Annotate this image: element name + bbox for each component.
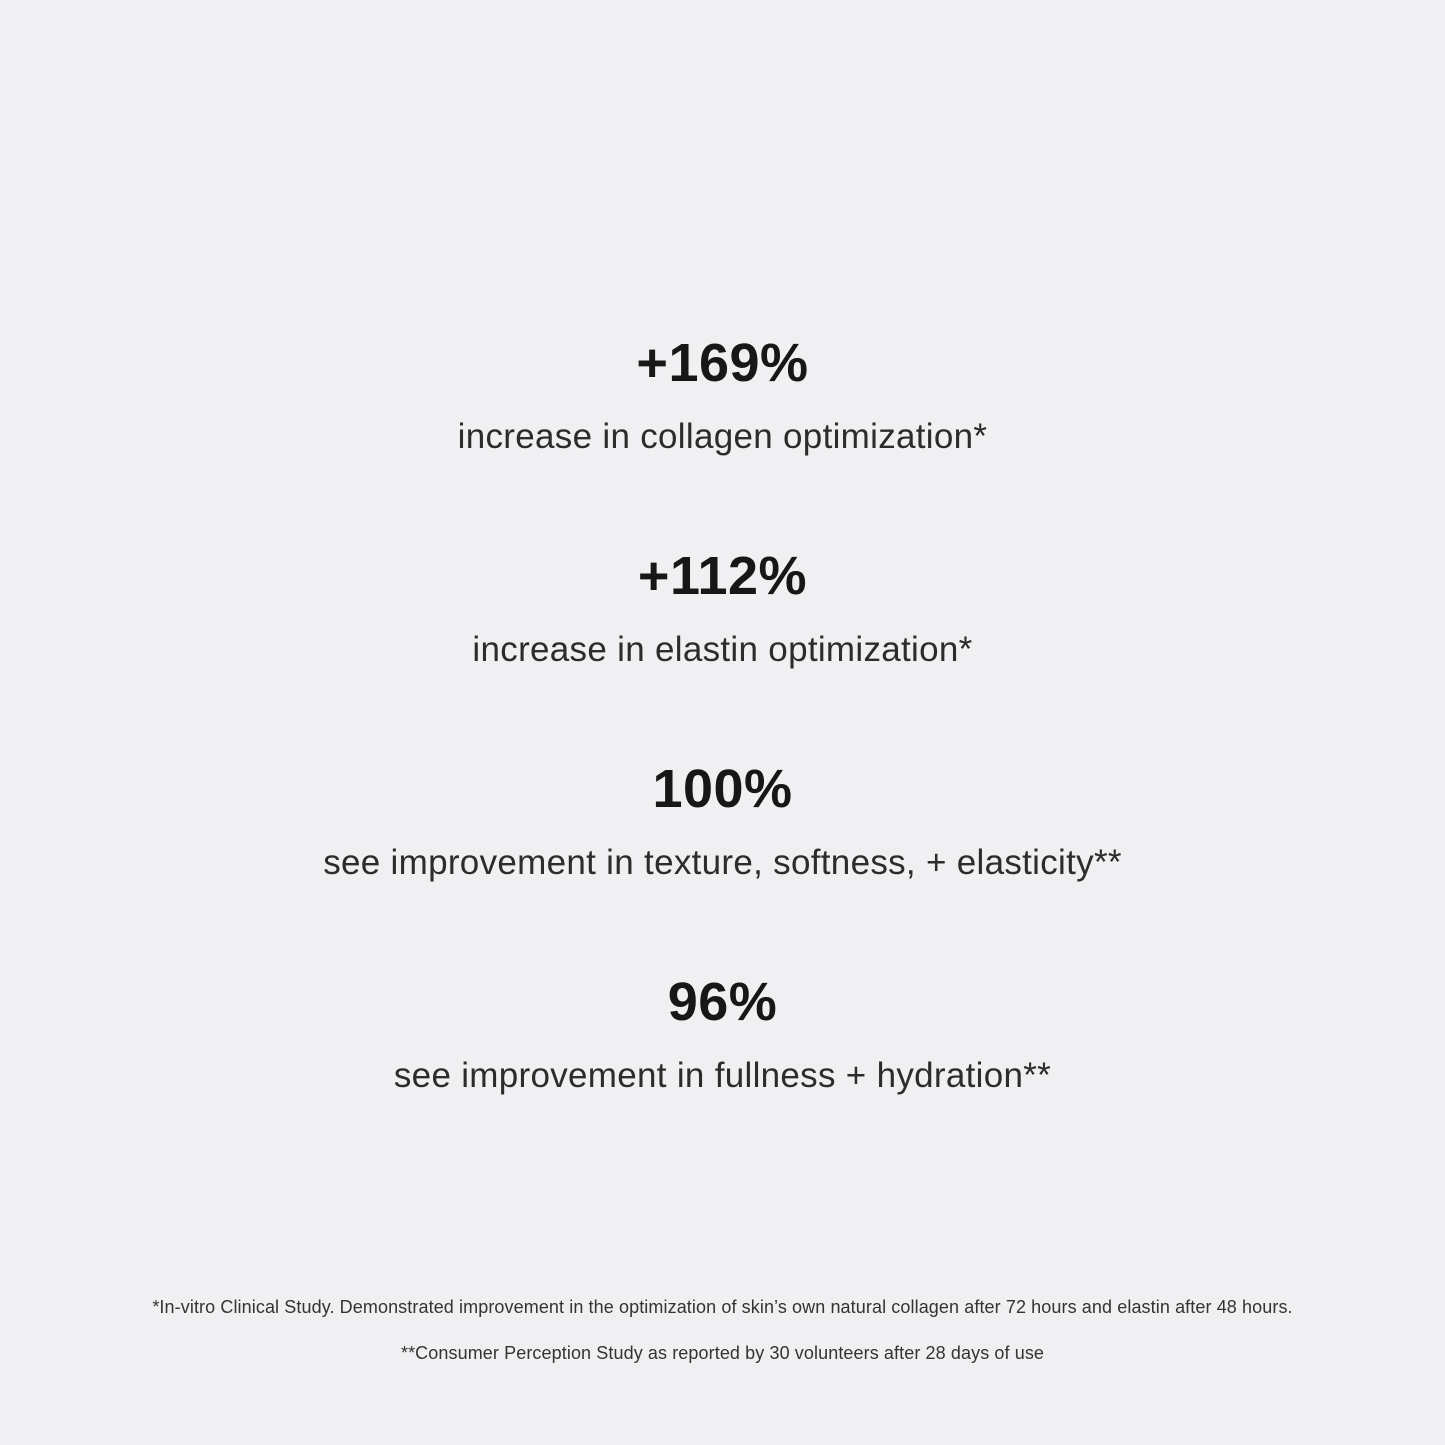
- stat-texture-value: 100%: [652, 759, 793, 819]
- stat-elastin-label: increase in elastin optimization*: [472, 630, 973, 669]
- stats-list: +169% increase in collagen optimization*…: [0, 336, 1445, 1188]
- stat-fullness-value: 96%: [667, 972, 778, 1032]
- footnote-clinical-study: *In-vitro Clinical Study. Demonstrated i…: [152, 1297, 1293, 1317]
- footnote-perception-study: **Consumer Perception Study as reported …: [400, 1342, 1045, 1363]
- stat-fullness-label: see improvement in fullness + hydration*…: [393, 1056, 1052, 1095]
- stat-collagen: +169% increase in collagen optimization*: [0, 336, 1445, 458]
- footnotes: *In-vitro Clinical Study. Demonstrated i…: [0, 1296, 1445, 1364]
- stat-texture: 100% see improvement in texture, softnes…: [0, 762, 1445, 884]
- stat-collagen-value: +169%: [636, 333, 809, 393]
- stat-texture-label: see improvement in texture, softness, + …: [323, 843, 1122, 882]
- stat-fullness: 96% see improvement in fullness + hydrat…: [0, 975, 1445, 1097]
- stat-elastin-value: +112%: [637, 546, 808, 606]
- stat-elastin: +112% increase in elastin optimization*: [0, 549, 1445, 671]
- stat-collagen-label: increase in collagen optimization*: [457, 417, 988, 456]
